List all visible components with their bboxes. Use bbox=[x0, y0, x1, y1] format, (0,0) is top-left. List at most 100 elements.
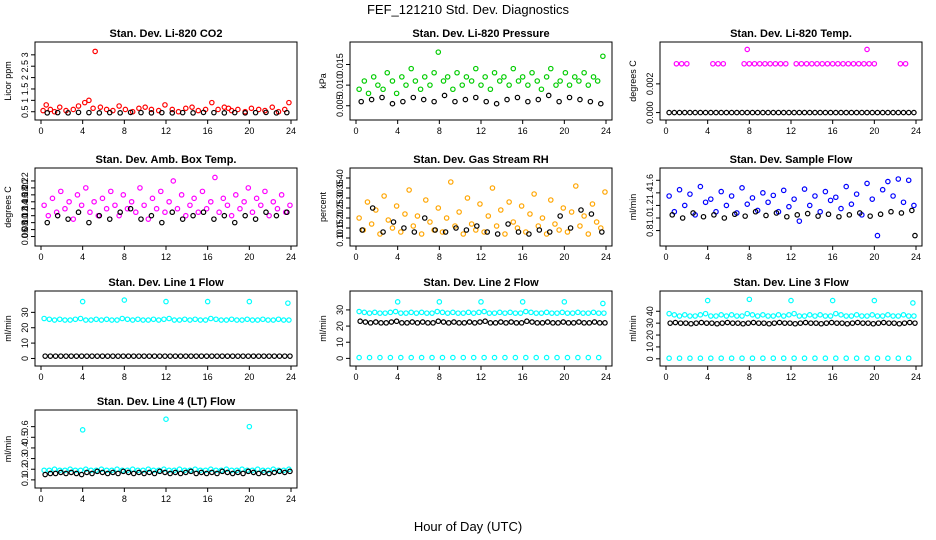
data-point bbox=[814, 60, 820, 67]
data-point bbox=[493, 100, 500, 107]
data-point bbox=[136, 469, 142, 476]
data-point bbox=[209, 469, 215, 476]
data-point bbox=[566, 82, 573, 88]
data-point bbox=[534, 78, 541, 84]
data-point bbox=[676, 109, 683, 116]
data-point bbox=[687, 355, 693, 362]
data-point bbox=[698, 319, 705, 326]
data-point bbox=[414, 320, 421, 326]
data-point bbox=[818, 320, 825, 327]
data-point bbox=[496, 309, 503, 316]
data-point bbox=[99, 353, 106, 359]
data-point bbox=[431, 98, 437, 105]
data-point bbox=[838, 109, 844, 116]
data-point bbox=[167, 470, 173, 477]
y-tick-label: 0.000 bbox=[645, 101, 655, 124]
data-point bbox=[404, 320, 410, 326]
series-1 bbox=[356, 49, 606, 97]
data-point bbox=[138, 216, 144, 222]
data-point bbox=[529, 69, 535, 76]
data-point bbox=[116, 103, 122, 109]
data-point bbox=[875, 320, 882, 326]
data-point bbox=[588, 211, 595, 217]
figure-title: FEF_121210 Std. Dev. Diagnostics bbox=[367, 2, 570, 17]
data-point bbox=[356, 308, 362, 315]
data-point bbox=[381, 193, 387, 199]
data-point bbox=[65, 110, 71, 116]
series-1 bbox=[41, 174, 293, 222]
x-tick-label: 16 bbox=[203, 372, 213, 382]
data-point bbox=[746, 296, 753, 303]
data-point bbox=[450, 309, 456, 316]
data-point bbox=[879, 109, 886, 116]
data-point bbox=[157, 188, 164, 195]
data-point bbox=[556, 98, 562, 105]
data-point bbox=[822, 355, 829, 362]
x-tick-label: 16 bbox=[518, 372, 528, 382]
data-point bbox=[742, 213, 748, 219]
data-point bbox=[257, 202, 264, 209]
data-point bbox=[117, 110, 123, 116]
data-point bbox=[427, 219, 433, 225]
data-point bbox=[366, 310, 373, 316]
data-point bbox=[702, 109, 709, 116]
data-point bbox=[849, 320, 856, 326]
data-point bbox=[491, 354, 498, 361]
data-point bbox=[667, 320, 673, 326]
data-point bbox=[755, 320, 762, 326]
data-point bbox=[149, 195, 156, 202]
x-tick-label: 8 bbox=[122, 126, 127, 136]
data-point bbox=[477, 201, 483, 207]
data-point bbox=[486, 310, 493, 316]
data-point bbox=[681, 109, 688, 116]
data-point bbox=[601, 310, 607, 316]
data-point bbox=[103, 205, 110, 212]
data-point bbox=[429, 354, 435, 361]
data-point bbox=[804, 210, 811, 217]
data-point bbox=[585, 231, 592, 237]
data-point bbox=[265, 467, 271, 474]
y-tick-label: 0.18 bbox=[20, 186, 30, 204]
data-point bbox=[912, 232, 918, 239]
data-point bbox=[812, 355, 818, 362]
x-tick-label: 24 bbox=[601, 372, 611, 382]
data-point bbox=[494, 231, 501, 237]
data-point bbox=[798, 60, 805, 67]
data-point bbox=[250, 469, 257, 476]
data-point bbox=[412, 78, 419, 84]
y-tick-label: 0.40 bbox=[335, 169, 345, 187]
data-point bbox=[285, 300, 291, 306]
data-point bbox=[252, 109, 259, 116]
x-tick-label: 20 bbox=[869, 126, 879, 136]
data-point bbox=[239, 317, 245, 323]
x-tick-label: 4 bbox=[80, 494, 85, 504]
data-point bbox=[242, 212, 248, 219]
data-point bbox=[393, 318, 400, 325]
data-point bbox=[371, 309, 378, 316]
data-point bbox=[885, 355, 891, 362]
data-point bbox=[397, 310, 404, 316]
data-point bbox=[859, 313, 865, 319]
data-point bbox=[51, 108, 58, 115]
panel-title: Stan. Dev. Li-820 Pressure bbox=[412, 28, 549, 40]
data-point bbox=[597, 100, 604, 107]
y-tick-label: 1.0 bbox=[645, 212, 655, 225]
y-tick-label: 0.2 bbox=[20, 463, 30, 476]
data-point bbox=[274, 205, 281, 212]
data-point bbox=[273, 212, 280, 219]
data-point bbox=[228, 212, 235, 219]
data-point bbox=[900, 312, 907, 318]
data-point bbox=[864, 46, 870, 53]
y-tick-label: 0.10 bbox=[20, 214, 30, 232]
data-point bbox=[735, 320, 741, 326]
data-point bbox=[901, 320, 908, 326]
data-point bbox=[72, 467, 79, 474]
data-point bbox=[169, 106, 176, 113]
y-tick-label: 0.35 bbox=[335, 179, 345, 197]
data-point bbox=[512, 354, 519, 361]
y-tick-label: 10 bbox=[645, 342, 655, 352]
series-1 bbox=[41, 297, 292, 323]
data-point bbox=[79, 298, 86, 305]
series-2 bbox=[42, 353, 293, 359]
data-point bbox=[148, 106, 155, 113]
